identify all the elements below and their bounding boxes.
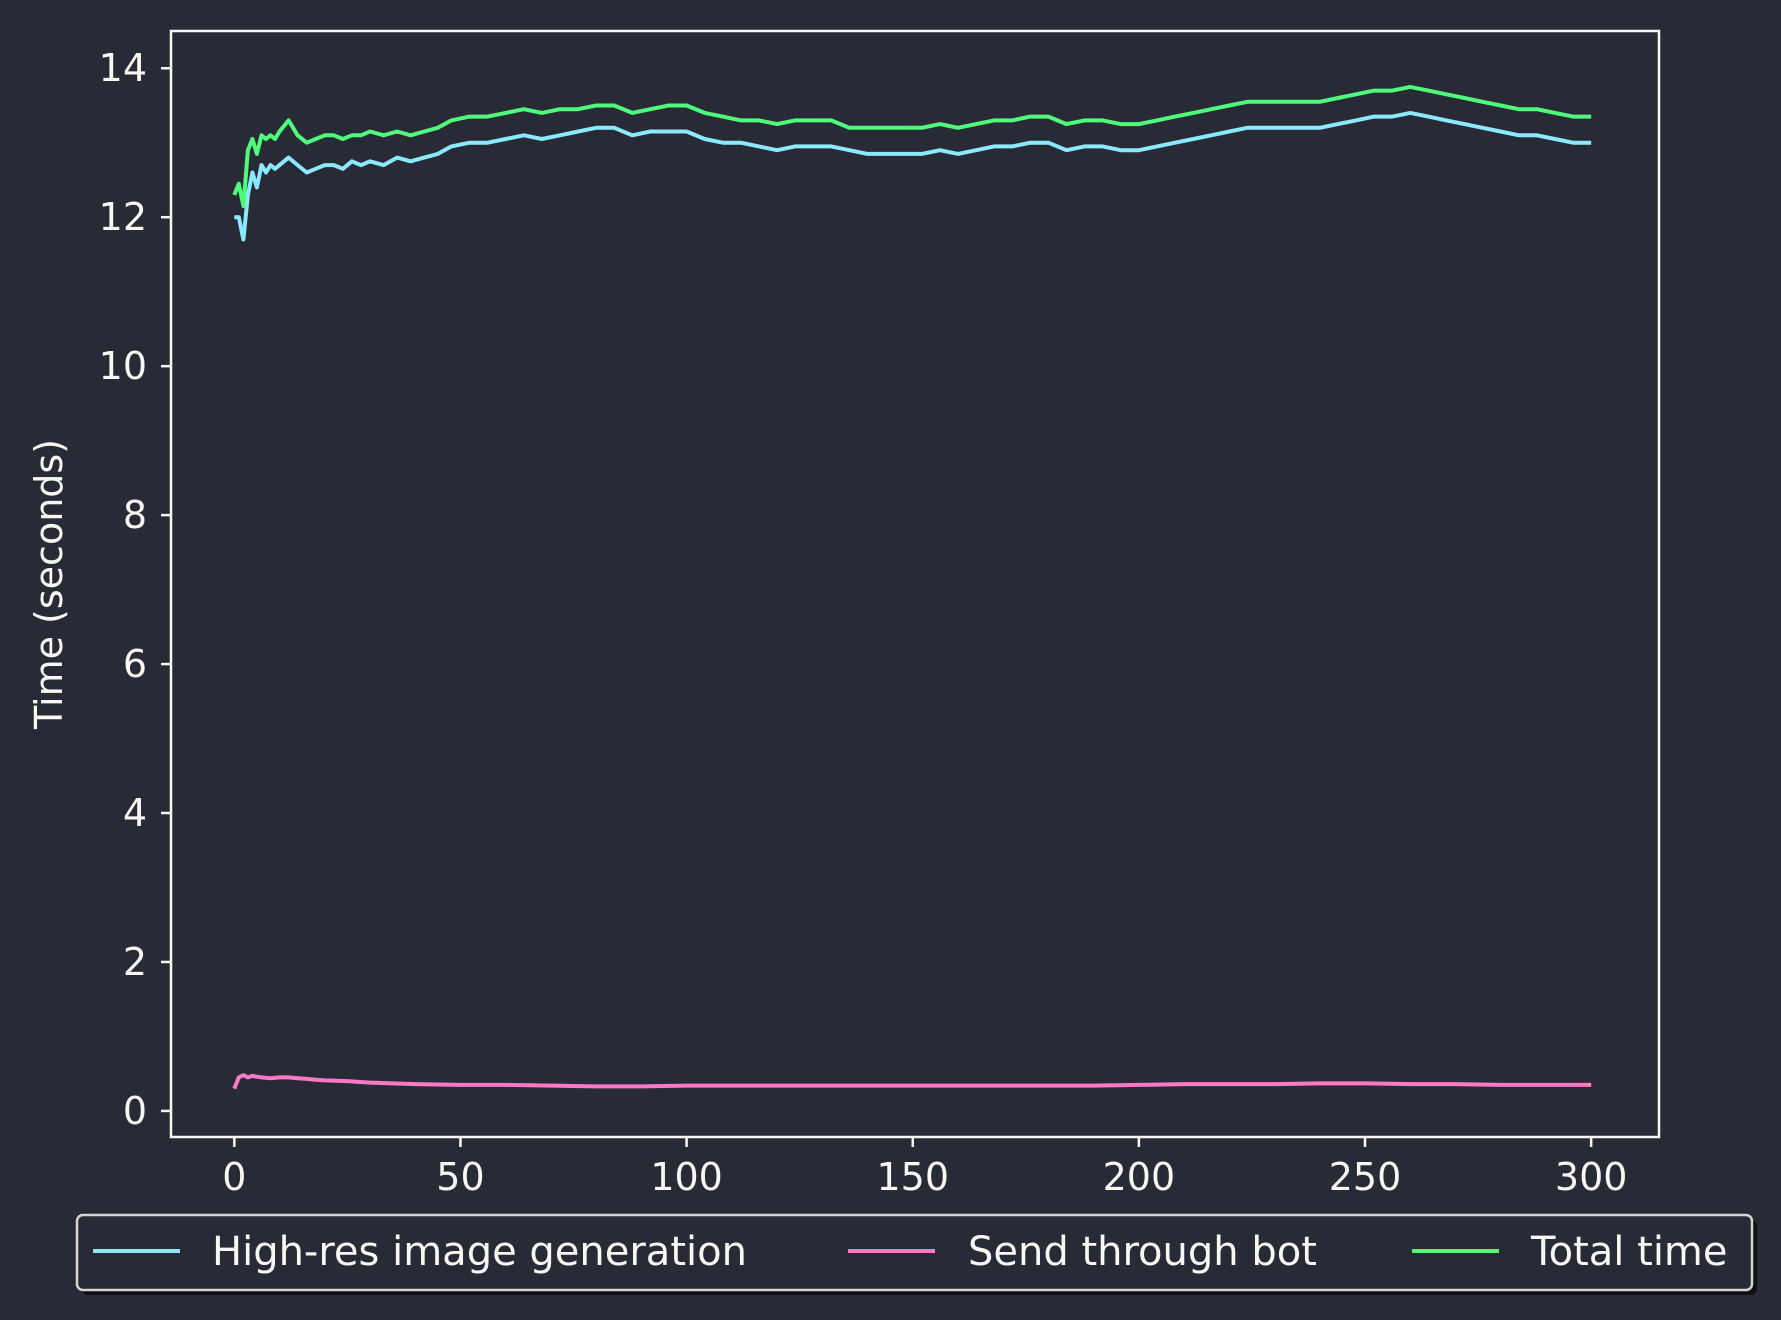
series-line-0 xyxy=(234,110,1592,242)
y-tick-label: 4 xyxy=(123,791,147,835)
y-tick-label: 6 xyxy=(123,642,147,686)
legend-label-total: Total time xyxy=(1530,1229,1728,1275)
y-tick-label: 2 xyxy=(123,940,147,984)
y-axis-title: Time (seconds) xyxy=(27,439,71,730)
x-tick-label: 100 xyxy=(650,1155,723,1199)
legend-label-high-res: High-res image generation xyxy=(212,1229,747,1275)
series-line-2 xyxy=(232,84,1592,208)
x-tick-label: 250 xyxy=(1329,1155,1402,1199)
y-tick-label: 0 xyxy=(123,1089,147,1133)
x-tick-label: 200 xyxy=(1103,1155,1176,1199)
legend: High-res image generation Send through b… xyxy=(75,1213,1757,1295)
series-lines xyxy=(232,84,1592,1090)
x-tick-label: 150 xyxy=(876,1155,949,1199)
y-tick-label: 8 xyxy=(123,493,147,537)
series-line-1 xyxy=(232,1073,1592,1090)
y-tick-label: 14 xyxy=(99,46,147,90)
x-tick-label: 300 xyxy=(1555,1155,1628,1199)
x-tick-label: 0 xyxy=(222,1155,246,1199)
legend-label-send-bot: Send through bot xyxy=(968,1229,1317,1275)
y-tick-label: 12 xyxy=(99,195,147,239)
y-tick-label: 10 xyxy=(99,344,147,388)
x-tick-label: 50 xyxy=(436,1155,484,1199)
y-axis-ticks: 0 2 4 6 8 10 12 14 xyxy=(99,46,171,1133)
x-axis-ticks: 0 50 100 150 200 250 300 xyxy=(222,1137,1627,1199)
plot-frame xyxy=(169,29,1661,1139)
